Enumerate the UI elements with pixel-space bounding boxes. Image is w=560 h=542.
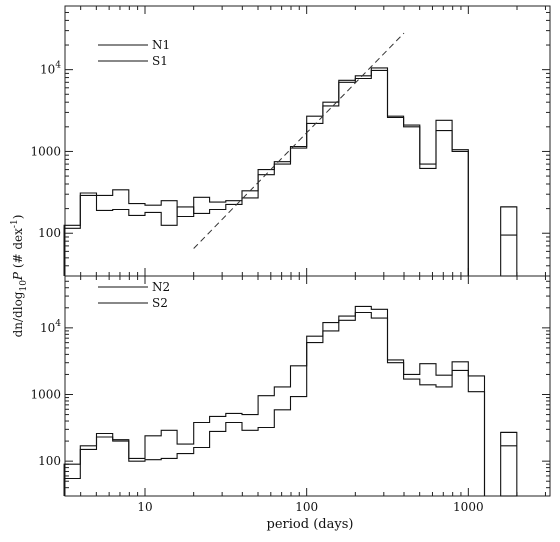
bottom-panel: 100 1000 104 10 100 1000 <box>30 275 551 514</box>
y-tick-label: 100 <box>38 454 61 468</box>
legend-top-s1: S1 <box>152 54 168 68</box>
x-tick-label: 100 <box>295 500 318 514</box>
series-n1 <box>63 67 485 277</box>
y-tick-label: 1000 <box>30 144 61 158</box>
legend-top-n1: N1 <box>152 38 170 52</box>
series-s2 <box>63 311 486 496</box>
x-tick-label: 1000 <box>453 500 484 514</box>
plot-frame-top <box>64 5 551 277</box>
y-tick-label: 104 <box>40 319 61 335</box>
top-panel: 100 1000 104 <box>30 5 551 277</box>
x-axis-title: period (days) <box>267 517 354 532</box>
x-tick-label: 10 <box>137 500 152 514</box>
fit-line <box>193 32 405 249</box>
legend-bottom-n2: N2 <box>152 280 170 294</box>
plot-frame-bottom <box>64 275 551 497</box>
series-s1 <box>63 69 485 277</box>
y-tick-label: 1000 <box>30 388 61 402</box>
series-n2 <box>63 305 486 496</box>
extra-bin <box>500 206 518 277</box>
extra-bin <box>500 431 518 497</box>
y-tick-label: 104 <box>40 61 61 77</box>
y-axis-title: dn/dlog10P (# dex-1) <box>10 215 29 338</box>
legend-bottom-s2: S2 <box>152 296 168 310</box>
y-tick-label: 100 <box>38 226 61 240</box>
